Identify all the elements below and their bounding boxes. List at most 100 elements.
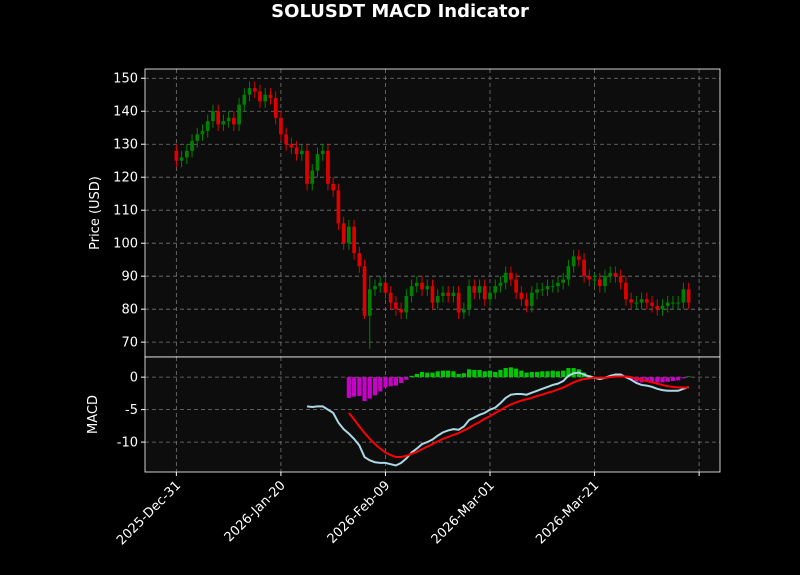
histogram-bar xyxy=(414,373,419,378)
candle-body xyxy=(686,289,691,303)
candle-body xyxy=(624,282,628,300)
y-tick-label: 120 xyxy=(113,171,138,186)
candle-body xyxy=(456,292,461,313)
histogram-bar xyxy=(665,377,670,382)
candle-body xyxy=(399,309,403,313)
candle-body xyxy=(524,299,529,306)
candle-body xyxy=(388,292,393,303)
histogram-bar xyxy=(676,377,681,381)
histogram-bar xyxy=(670,377,676,382)
histogram-bar xyxy=(357,377,362,396)
candle-body xyxy=(252,88,257,92)
candle-body xyxy=(310,170,315,184)
histogram-bar xyxy=(446,370,451,378)
histogram-bar xyxy=(493,371,498,378)
y-tick-label: 70 xyxy=(121,336,138,351)
histogram-bar xyxy=(555,371,561,378)
plot-frame xyxy=(144,356,721,473)
histogram-bar xyxy=(383,377,388,388)
y-tick-label: 110 xyxy=(113,204,138,219)
histogram-bar xyxy=(514,368,519,378)
candle-body xyxy=(467,286,471,310)
histogram-bar xyxy=(519,370,524,378)
histogram-bar xyxy=(477,369,482,378)
candle-body xyxy=(174,150,179,161)
histogram-bar xyxy=(498,369,503,378)
candle-body xyxy=(347,226,351,244)
candle-body xyxy=(566,266,571,280)
candle-body xyxy=(378,282,383,287)
plot-area xyxy=(145,69,720,357)
candle-body xyxy=(221,121,226,125)
candle-body xyxy=(420,282,424,290)
histogram-bar xyxy=(367,377,372,399)
histogram-bar xyxy=(451,371,456,378)
candle-body xyxy=(482,286,487,300)
y-tick-label: -5 xyxy=(125,403,138,418)
histogram-bar xyxy=(529,371,534,378)
histogram-bar xyxy=(561,370,566,378)
candle-body xyxy=(592,279,597,281)
y-tick-label: 130 xyxy=(113,138,138,153)
candle-body xyxy=(247,88,252,95)
candle-body xyxy=(394,302,398,310)
y-tick-label: 150 xyxy=(113,72,138,87)
histogram-bar xyxy=(461,373,466,378)
candle-body xyxy=(671,302,675,304)
candle-body xyxy=(242,94,247,105)
y-axis-label: Price (USD) xyxy=(88,176,103,250)
candle-body xyxy=(299,150,304,155)
histogram-bar xyxy=(649,377,655,382)
histogram-bar xyxy=(352,377,357,397)
candle-body xyxy=(618,276,623,283)
histogram-bar xyxy=(419,371,425,378)
y-tick-label: -10 xyxy=(117,436,138,451)
y-tick-label: 80 xyxy=(121,303,138,318)
histogram-bar xyxy=(388,377,393,387)
candle-body xyxy=(493,286,498,293)
candle-body xyxy=(660,305,665,310)
candle-body xyxy=(367,289,372,316)
candle-body xyxy=(232,117,236,125)
histogram-bar xyxy=(681,377,686,379)
candle-body xyxy=(263,94,268,102)
histogram-bar xyxy=(566,368,571,378)
candle-body xyxy=(451,292,456,296)
histogram-bar xyxy=(346,377,351,398)
candle-body xyxy=(305,150,309,184)
histogram-bar xyxy=(503,368,508,378)
candle-body xyxy=(205,121,210,132)
candle-body xyxy=(430,286,435,303)
candle-body xyxy=(655,305,660,310)
candle-body xyxy=(571,256,576,267)
y-tick-label: 140 xyxy=(113,105,138,120)
candle-body xyxy=(352,226,356,254)
candle-body xyxy=(179,157,184,161)
candle-body xyxy=(529,292,534,306)
candle-body xyxy=(184,150,189,158)
histogram-bar xyxy=(456,373,461,378)
histogram-bar xyxy=(409,375,414,378)
candle-body xyxy=(373,286,377,290)
candle-body xyxy=(681,289,686,303)
candle-body xyxy=(211,111,215,122)
candle-body xyxy=(629,299,633,303)
candle-body xyxy=(331,183,336,191)
candle-body xyxy=(409,286,414,296)
line-series xyxy=(348,375,689,459)
histogram-bar xyxy=(524,372,529,378)
candle-body xyxy=(639,299,644,303)
histogram-bar xyxy=(540,371,545,378)
candle-body xyxy=(472,286,477,293)
candle-body xyxy=(634,302,639,304)
histogram-bar xyxy=(372,377,378,396)
histogram-bar xyxy=(487,370,493,378)
candle-body xyxy=(556,282,560,287)
candle-body xyxy=(435,295,440,303)
candle-body xyxy=(509,272,513,280)
chart-title: SOLUSDT MACD Indicator xyxy=(271,1,529,22)
candle-body xyxy=(226,117,231,122)
histogram-bar xyxy=(362,377,367,402)
candle-body xyxy=(190,140,194,151)
